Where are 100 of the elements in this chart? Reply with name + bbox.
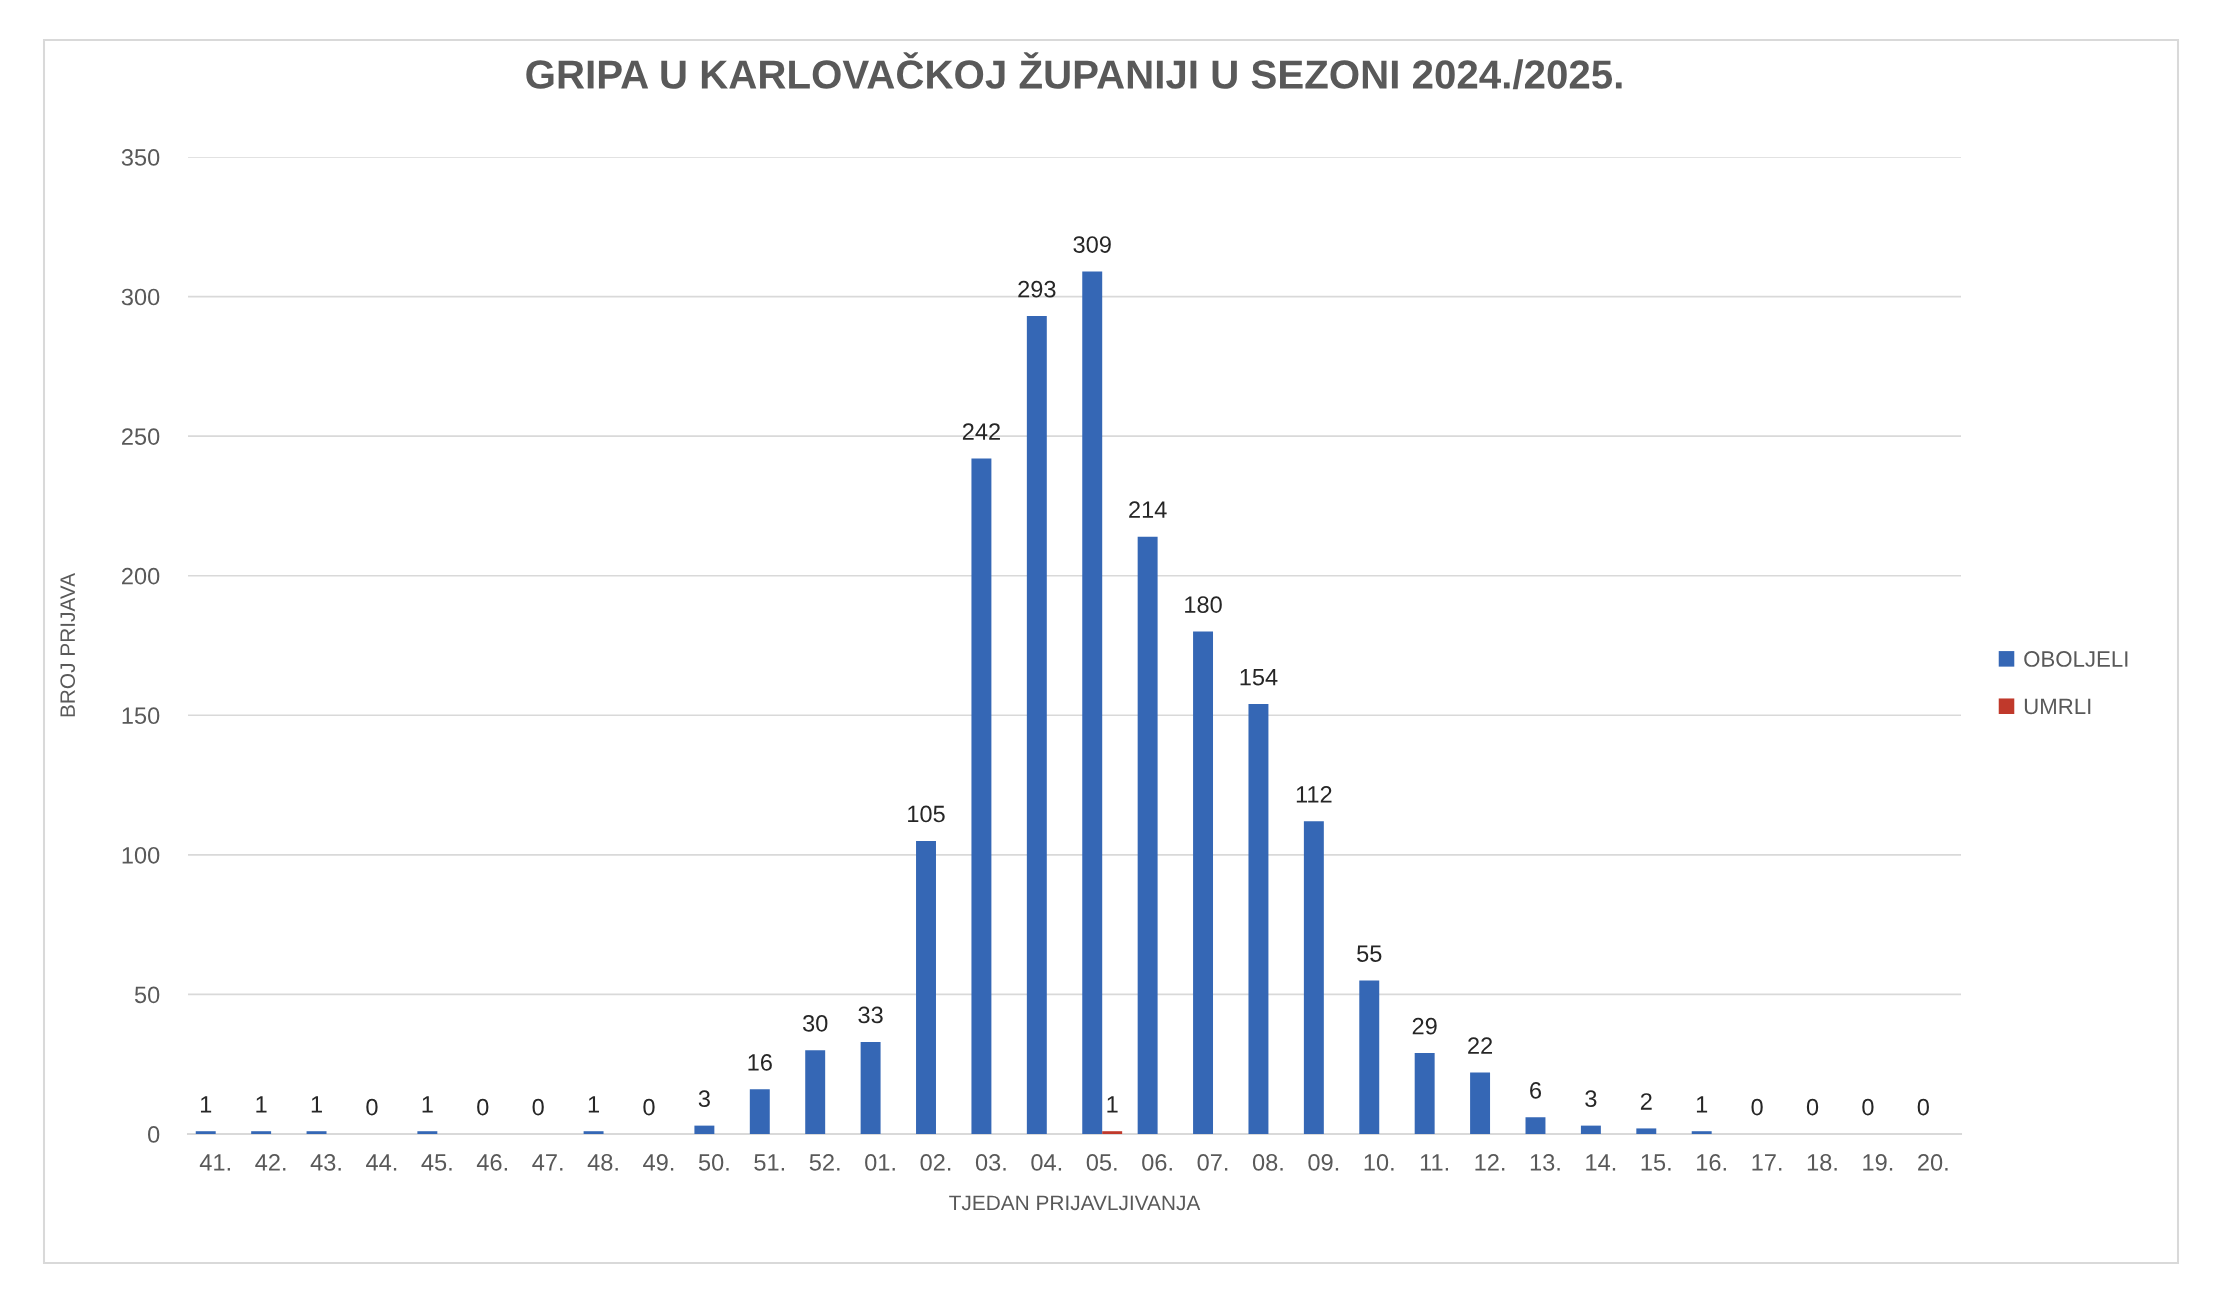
data-label: 0: [477, 1098, 489, 1116]
x-tick-label: 18.: [1807, 1154, 1837, 1171]
y-tick-label: 250: [122, 428, 160, 445]
data-label: 16: [748, 1054, 772, 1071]
x-tick-label: 12.: [1475, 1154, 1505, 1171]
bar: [1636, 1128, 1657, 1134]
data-label: 3: [1585, 1090, 1597, 1108]
data-label: 1: [256, 1096, 267, 1113]
x-tick-label: 11.: [1420, 1154, 1449, 1171]
y-tick-label: 200: [122, 567, 160, 585]
bar: [1470, 1072, 1491, 1134]
y-tick-label: 0: [148, 1126, 160, 1143]
x-tick-label: 03.: [975, 1154, 1006, 1171]
data-label: 0: [643, 1098, 655, 1116]
data-label: 2: [1640, 1093, 1652, 1110]
data-label: 309: [1073, 236, 1111, 253]
bar: [1525, 1117, 1546, 1134]
y-tick-label: 300: [121, 288, 160, 306]
data-label: 33: [858, 1006, 883, 1024]
bar: [971, 458, 992, 1134]
bar: [694, 1125, 715, 1134]
bar: [583, 1131, 604, 1134]
data-label: 3: [698, 1090, 710, 1108]
legend-label: UMRLI: [2024, 698, 2091, 715]
data-label: 112: [1296, 786, 1332, 803]
bar: [749, 1089, 770, 1134]
data-label: 22: [1468, 1037, 1493, 1054]
x-tick-label: 15.: [1641, 1154, 1671, 1171]
x-tick-label: 13.: [1530, 1154, 1560, 1171]
x-tick-label: 45.: [421, 1154, 452, 1171]
x-tick-label: 02.: [920, 1154, 951, 1171]
data-label: 1: [311, 1096, 322, 1113]
data-label: 293: [1018, 280, 1056, 298]
y-tick-label: 50: [134, 986, 160, 1004]
data-label: 29: [1412, 1017, 1437, 1035]
x-tick-label: 49.: [643, 1154, 674, 1171]
bar: [417, 1131, 438, 1134]
data-label: 154: [1240, 669, 1278, 686]
x-tick-label: 14.: [1586, 1154, 1616, 1171]
x-tick-label: 41.: [199, 1154, 230, 1171]
x-tick-label: 47.: [532, 1154, 563, 1171]
bar: [251, 1131, 272, 1134]
x-tick-label: 07.: [1197, 1154, 1228, 1171]
x-tick-label: 43.: [310, 1154, 341, 1171]
bar: [1137, 536, 1158, 1134]
data-label: 105: [908, 805, 945, 823]
data-label: 1: [200, 1096, 212, 1113]
bar: [1414, 1053, 1435, 1134]
x-tick-label: 52.: [809, 1154, 840, 1171]
x-tick-label: 04.: [1031, 1154, 1062, 1171]
data-label: 0: [1806, 1098, 1819, 1116]
x-tick-label: 17.: [1752, 1154, 1782, 1171]
x-tick-label: 01.: [865, 1154, 895, 1171]
x-tick-label: 48.: [587, 1154, 618, 1171]
data-label: 0: [1751, 1098, 1763, 1116]
x-tick-label: 16.: [1697, 1154, 1726, 1171]
bar: [1248, 704, 1269, 1134]
y-axis-title: BROJ PRIJAVA: [60, 572, 76, 717]
bar: [916, 840, 936, 1134]
bar: [1082, 271, 1103, 1134]
data-label: 0: [366, 1098, 378, 1116]
data-label: 55: [1357, 945, 1382, 962]
x-tick-label: 19.: [1863, 1154, 1893, 1171]
data-label: 0: [1917, 1098, 1929, 1116]
bar: [306, 1131, 327, 1134]
bar: [805, 1050, 826, 1134]
y-tick-label: 150: [122, 707, 160, 725]
bar: [1580, 1125, 1601, 1134]
data-label: 242: [962, 423, 1000, 440]
x-tick-label: 44.: [366, 1154, 397, 1171]
x-tick-label: 42.: [255, 1154, 286, 1171]
x-axis-title: TJEDAN PRIJAVLJIVANJA: [949, 1195, 1201, 1211]
data-label: 30: [802, 1014, 828, 1032]
y-tick-label: 350: [121, 149, 160, 166]
data-label: 6: [1530, 1081, 1542, 1099]
bar: [1193, 631, 1214, 1134]
x-tick-label: 08.: [1252, 1154, 1283, 1171]
bar: [1026, 316, 1047, 1134]
data-label: 214: [1129, 501, 1167, 518]
bar: [1691, 1131, 1712, 1134]
x-tick-label: 10.: [1364, 1154, 1394, 1171]
bar: [195, 1131, 216, 1134]
data-label: 1: [422, 1096, 433, 1113]
data-label: 1: [588, 1096, 599, 1113]
data-label: 1: [1107, 1096, 1118, 1113]
x-tick-label: 50.: [698, 1154, 729, 1171]
x-tick-label: 20.: [1918, 1154, 1948, 1171]
chart-title: GRIPA U KARLOVAČKOJ ŽUPANIJI U SEZONI 2024./2025.: [526, 52, 1622, 90]
data-label: 1: [1696, 1096, 1708, 1113]
data-label: 180: [1185, 596, 1222, 613]
x-tick-label: 46.: [476, 1154, 507, 1171]
x-tick-label: 06.: [1142, 1154, 1172, 1171]
bar: [1303, 821, 1324, 1134]
bar: [1359, 980, 1380, 1134]
x-tick-label: 05.: [1086, 1154, 1117, 1171]
bar: [860, 1041, 881, 1134]
data-label: 0: [1862, 1098, 1874, 1116]
bar: [1102, 1131, 1123, 1134]
legend-label: OBOLJELI: [2024, 651, 2128, 667]
y-tick-label: 100: [122, 846, 160, 864]
